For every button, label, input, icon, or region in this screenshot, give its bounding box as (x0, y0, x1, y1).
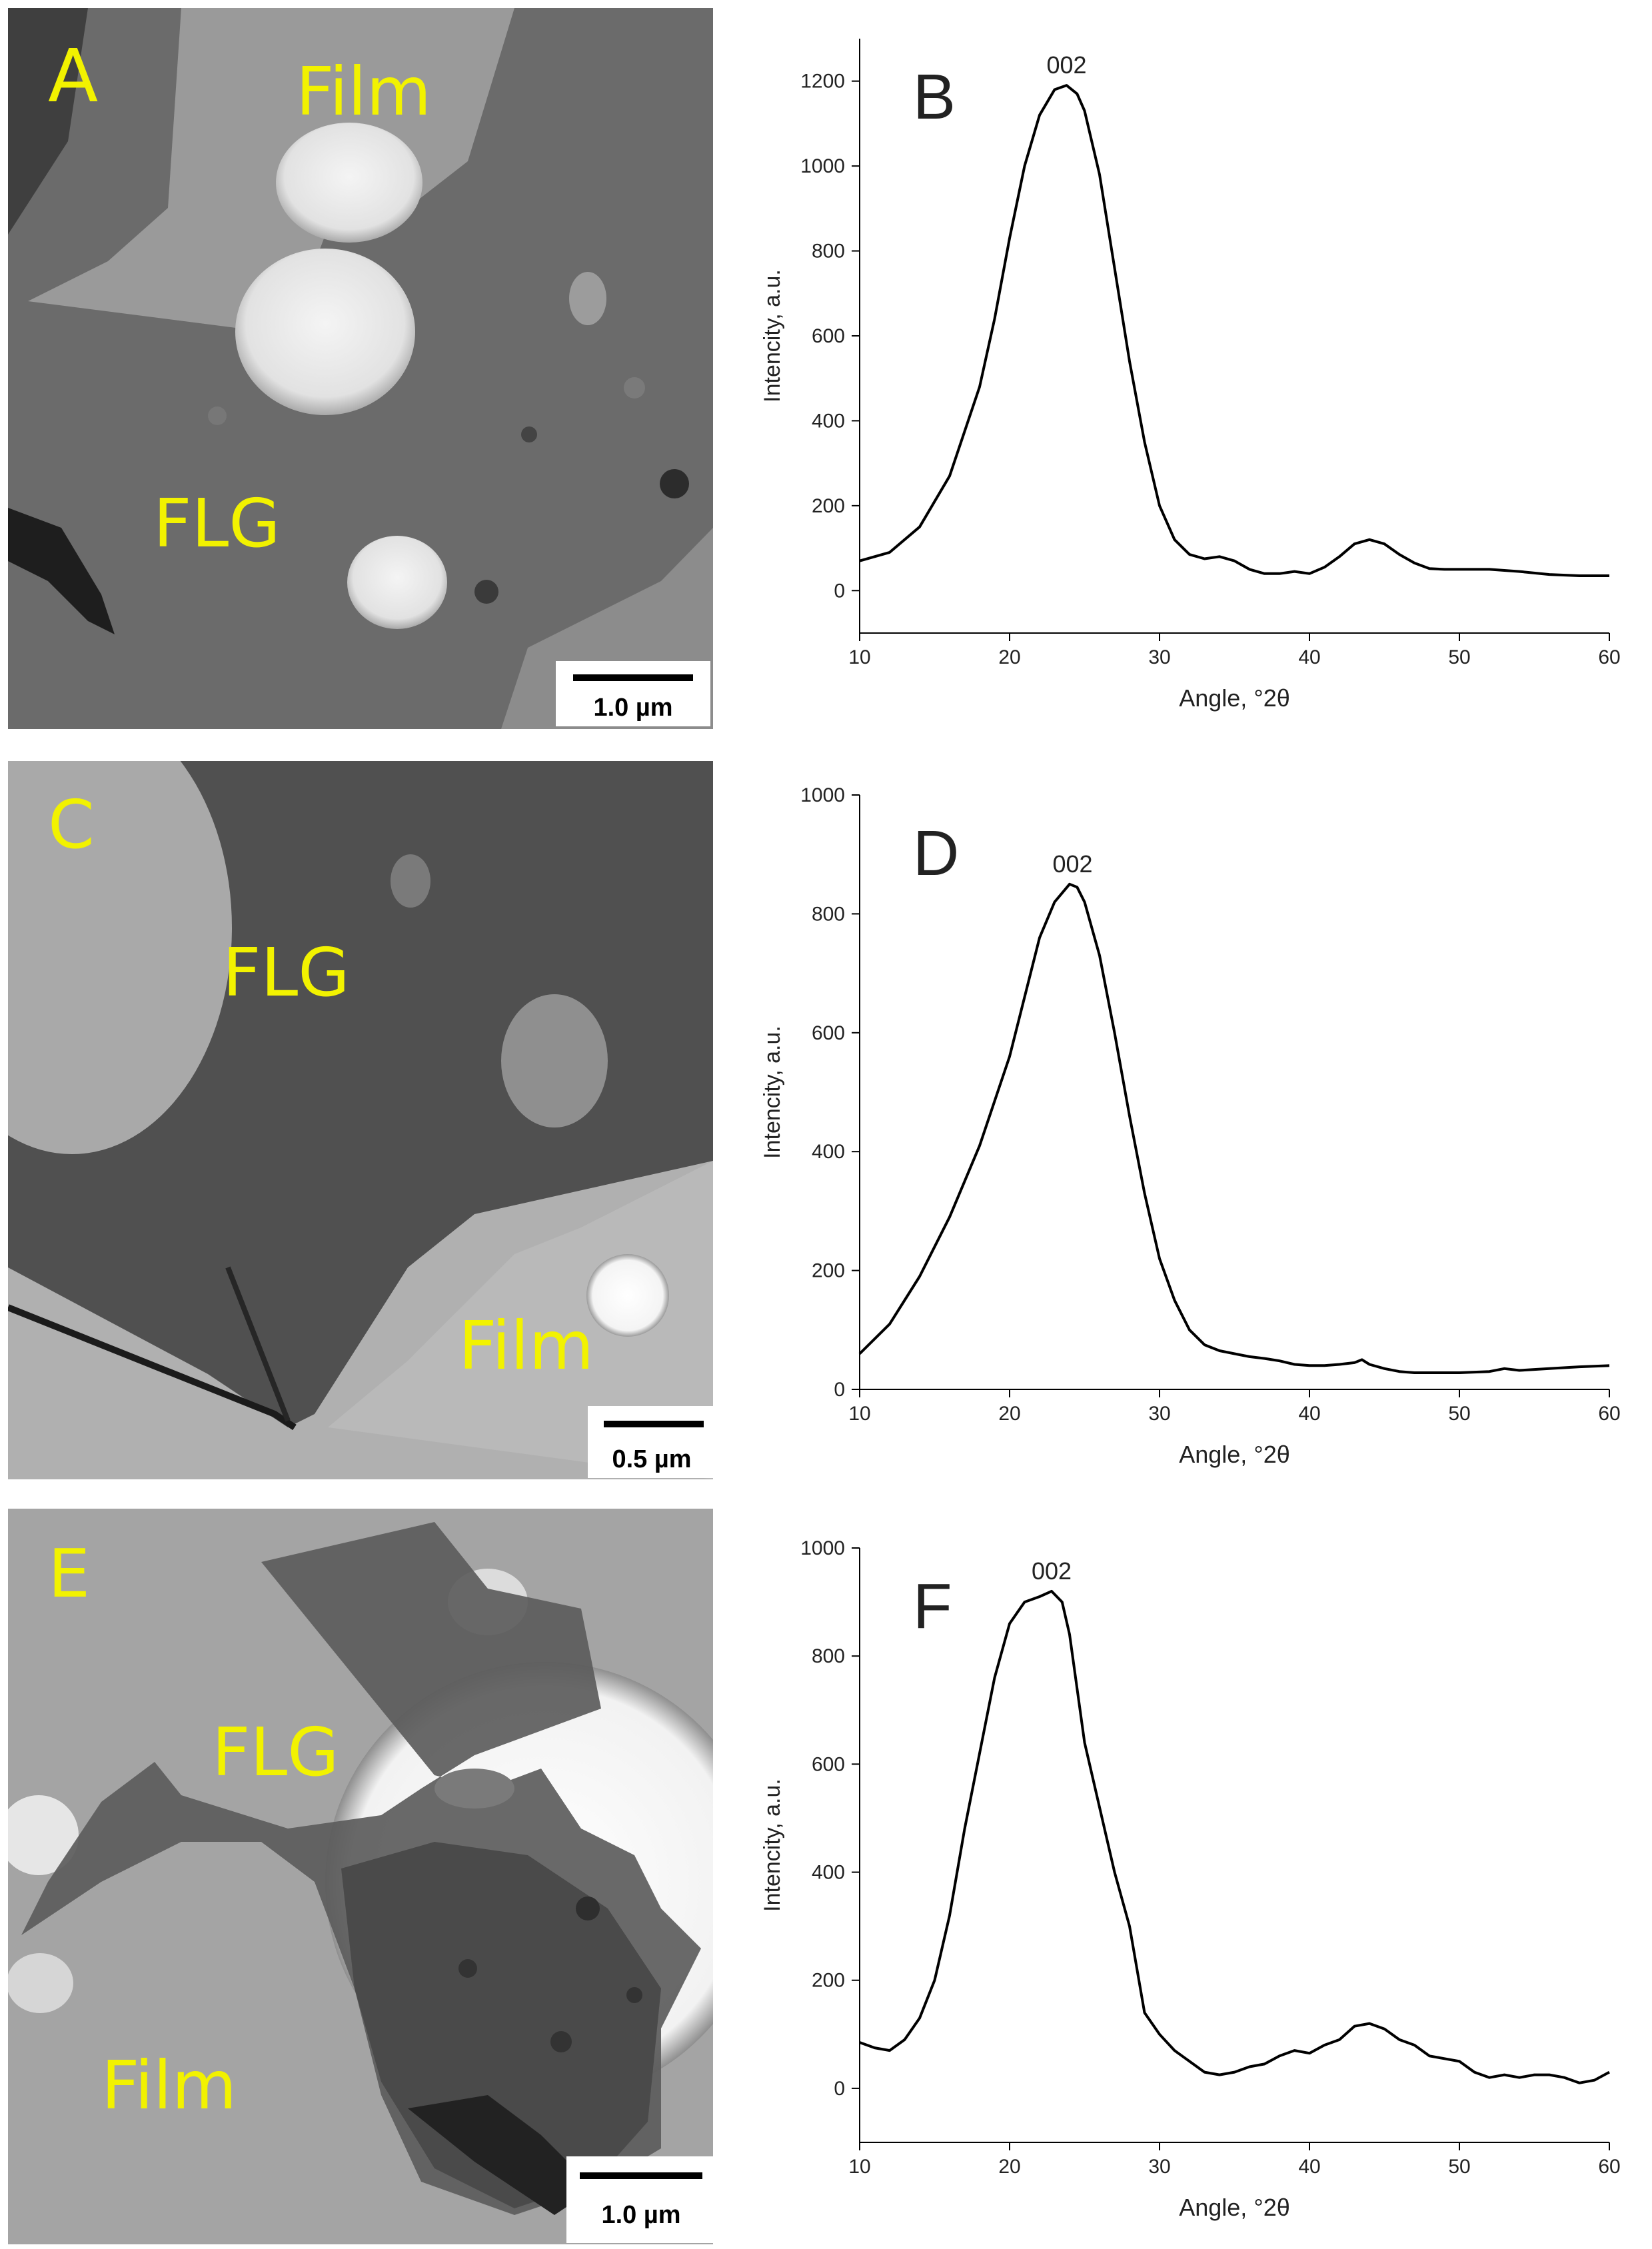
peak-annotation: 002 (1052, 850, 1092, 878)
panel-letter: F (913, 1571, 952, 1642)
y-axis-label: Intencity, a.u. (760, 269, 785, 402)
y-tick-label: 800 (812, 1645, 845, 1667)
y-tick-label: 1000 (800, 784, 845, 806)
panel-letter-e: E (48, 1535, 90, 1613)
x-tick-label: 10 (848, 2156, 870, 2178)
diffraction-curve (859, 84, 1609, 577)
tem-image-c: C FLG Film 0.5 µm (8, 761, 713, 1479)
y-tick-label: 800 (812, 903, 845, 925)
y-tick-label: 600 (812, 325, 845, 347)
x-tick-label: 20 (998, 646, 1020, 668)
x-tick-label: 20 (998, 2156, 1020, 2178)
flg-label-e: FLG (212, 1713, 339, 1791)
scale-bar-a-bg (556, 661, 710, 726)
film-label-c: Film (458, 1307, 594, 1385)
y-tick-label: 200 (812, 495, 845, 517)
xrd-chart-b: 10 20 30 40 50 60020040060080010001200Angle, … (760, 39, 1621, 712)
x-tick-label: 30 (1148, 1403, 1170, 1425)
y-tick-label: 400 (812, 410, 845, 432)
x-axis-label: Angle, °2θ (1179, 684, 1290, 712)
y-tick-label: 400 (812, 1141, 845, 1163)
y-tick-label: 1000 (800, 1537, 845, 1559)
panel-letter-a: A (48, 33, 98, 119)
tem-image-c-graphic: C FLG Film 0.5 µm (8, 761, 713, 1479)
x-tick-label: 50 (1448, 2156, 1470, 2178)
x-tick-label: 60 (1598, 1403, 1620, 1425)
x-tick-label: 40 (1298, 1403, 1320, 1425)
x-tick-label: 10 (848, 646, 870, 668)
x-tick-label: 10 (848, 1403, 870, 1425)
y-axis-label: Intencity, a.u. (760, 1779, 785, 1912)
y-tick-label: 200 (812, 1970, 845, 1992)
diffraction-curve (859, 1589, 1610, 2084)
flg-label-a: FLG (153, 484, 281, 562)
tem-image-e: E FLG Film 1.0 µm (8, 1509, 713, 2244)
x-tick-label: 40 (1298, 2156, 1320, 2178)
y-tick-label: 1200 (800, 71, 845, 93)
film-label-e: Film (101, 2046, 237, 2124)
y-tick-label: 1000 (800, 155, 845, 177)
scale-bar-c-label: 0.5 µm (612, 1445, 691, 1473)
x-tick-label: 60 (1598, 646, 1620, 668)
flg-label-c: FLG (223, 934, 350, 1012)
tem-image-a: A Film FLG 1.0 µm (8, 8, 713, 729)
x-tick-label: 30 (1148, 2156, 1170, 2178)
tem-image-a-graphic: A Film FLG 1.0 µm (8, 8, 713, 729)
y-tick-label: 800 (812, 241, 845, 263)
scale-bar-c (604, 1421, 704, 1427)
x-tick-label: 20 (998, 1403, 1020, 1425)
x-tick-label: 50 (1448, 1403, 1470, 1425)
tem-image-e-graphic: E FLG Film 1.0 µm (8, 1509, 713, 2244)
diffraction-curve (858, 882, 1610, 1374)
film-label-a: Film (296, 53, 431, 131)
x-tick-label: 40 (1298, 646, 1320, 668)
y-tick-label: 0 (834, 2078, 845, 2100)
x-axis-label: Angle, °2θ (1179, 2194, 1290, 2221)
panel-letter-c: C (48, 786, 95, 864)
y-tick-label: 400 (812, 1862, 845, 1884)
panel-letter: D (913, 818, 959, 889)
x-axis-label: Angle, °2θ (1179, 1441, 1290, 1468)
scale-bar-e-bg (566, 2156, 713, 2243)
scale-bar-c-bg (588, 1406, 713, 1478)
y-tick-label: 600 (812, 1753, 845, 1775)
y-tick-label: 0 (834, 1379, 845, 1401)
y-tick-label: 0 (834, 580, 845, 602)
x-tick-label: 30 (1148, 646, 1170, 668)
panel-letter: B (913, 61, 956, 133)
scale-bar-e (580, 2172, 702, 2179)
scale-bar-a (573, 674, 693, 681)
scale-bar-a-label: 1.0 µm (593, 694, 672, 722)
x-tick-label: 50 (1448, 646, 1470, 668)
y-tick-label: 200 (812, 1260, 845, 1282)
peak-annotation: 002 (1032, 1557, 1072, 1585)
y-tick-label: 600 (812, 1022, 845, 1044)
x-tick-label: 60 (1598, 2156, 1620, 2178)
scale-bar-e-label: 1.0 µm (601, 2201, 680, 2229)
y-axis-label: Intencity, a.u. (760, 1026, 785, 1159)
peak-annotation: 002 (1046, 51, 1086, 79)
